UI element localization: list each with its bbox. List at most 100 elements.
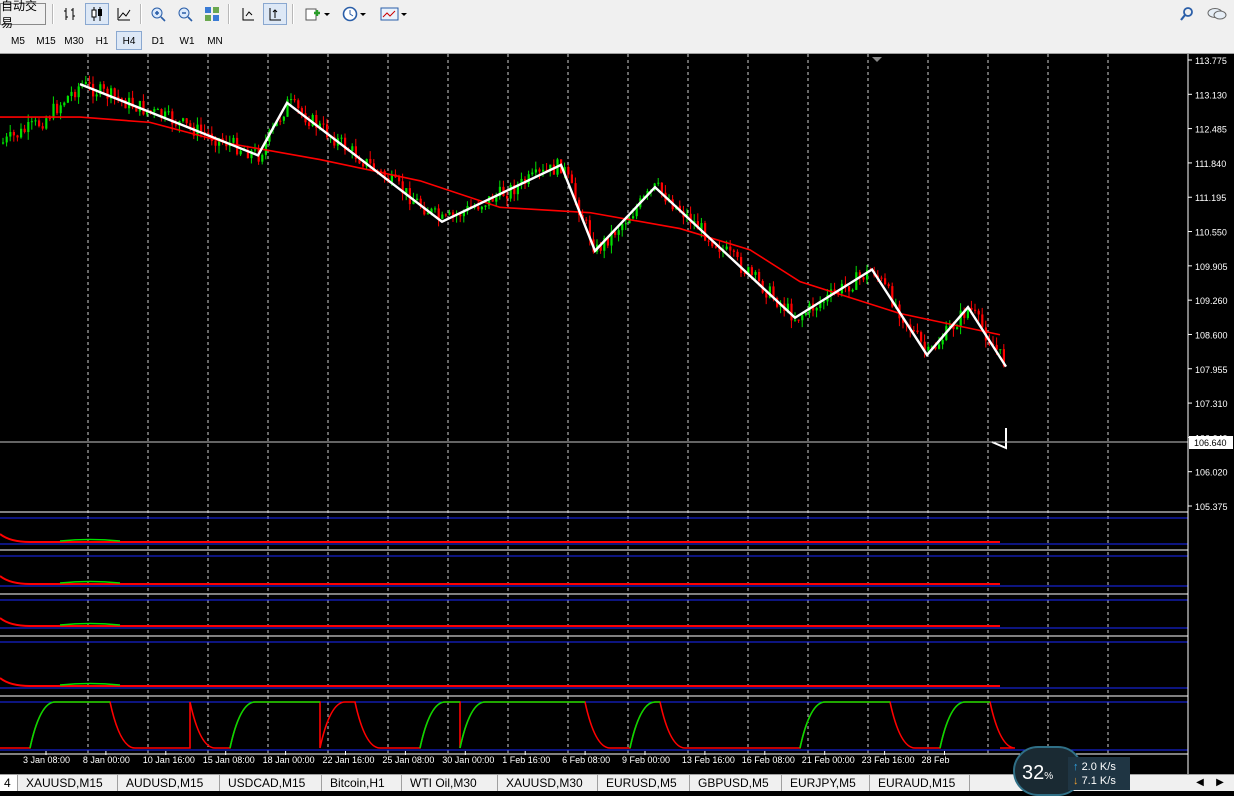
candle-body <box>279 120 282 122</box>
stochastic-signal <box>459 701 585 749</box>
candle-body <box>887 284 890 287</box>
zoom-in-button[interactable] <box>146 3 170 25</box>
add-indicator-button[interactable] <box>300 3 334 25</box>
line-chart-button[interactable] <box>112 3 136 25</box>
candle-body <box>282 116 285 121</box>
candle-body <box>815 307 818 311</box>
candle-body <box>135 107 138 112</box>
candle-body <box>916 330 919 333</box>
timeframe-mn[interactable]: MN <box>207 36 223 47</box>
candle-body <box>261 154 264 162</box>
candle-body <box>599 244 602 251</box>
candle-body <box>12 131 15 136</box>
candle-body <box>102 84 105 89</box>
candle-body <box>740 257 743 273</box>
candle-body <box>498 186 501 197</box>
candle-body <box>606 238 609 246</box>
tile-windows-button[interactable] <box>200 3 224 25</box>
candle-body <box>617 230 620 235</box>
candle-body <box>516 184 519 195</box>
candle-body <box>858 272 861 278</box>
candle-body <box>293 99 296 101</box>
candle-body <box>538 169 541 172</box>
templates-button[interactable] <box>376 3 412 25</box>
timeframe-m5[interactable]: M5 <box>11 36 25 47</box>
tab-4[interactable]: 4 <box>0 775 18 791</box>
tab-xauusd-m30[interactable]: XAUUSD,M30 <box>498 775 598 791</box>
price-tick-label: 113.130 <box>1195 90 1227 100</box>
tab-usdcad-m15[interactable]: USDCAD,M15 <box>220 775 322 791</box>
auto-trading-label: 自动交易 <box>1 0 38 30</box>
candle-body <box>358 158 361 164</box>
candle-body <box>567 167 570 175</box>
candle-body <box>797 319 800 321</box>
tabs-scroll-left[interactable]: ◀ <box>1196 777 1204 788</box>
tab-bitcoin-h1[interactable]: Bitcoin,H1 <box>322 775 402 791</box>
candle-body <box>441 214 444 219</box>
stochastic-signal <box>629 701 660 749</box>
candle-body <box>351 146 354 152</box>
timeframe-h4[interactable]: H4 <box>116 31 142 50</box>
candle-body <box>750 267 753 275</box>
timeframe-d1[interactable]: D1 <box>151 36 165 47</box>
candle-body <box>63 102 66 106</box>
timeframe-m15[interactable]: M15 <box>36 36 56 47</box>
tab-euraud-m15[interactable]: EURAUD,M15 <box>870 775 970 791</box>
price-tick-label: 109.905 <box>1195 262 1228 272</box>
tab-gbpusd-m5[interactable]: GBPUSD,M5 <box>690 775 782 791</box>
candle-body <box>963 310 966 318</box>
tab-eurjpy-m5[interactable]: EURJPY,M5 <box>782 775 870 791</box>
candle-body <box>326 124 329 138</box>
candlestick-button[interactable] <box>85 3 109 25</box>
tabs-scroll-right[interactable]: ▶ <box>1216 777 1224 788</box>
candle-body <box>286 99 289 117</box>
candle-body <box>995 344 998 350</box>
zoom-out-icon <box>178 7 193 22</box>
timeframe-m30[interactable]: M30 <box>64 36 84 47</box>
candle-body <box>264 141 267 155</box>
tab-audusd-m15[interactable]: AUDUSD,M15 <box>118 775 220 791</box>
candle-body <box>689 213 692 224</box>
candle-body <box>77 86 80 98</box>
tab-xauusd-m15[interactable]: XAUUSD,M15 <box>18 775 118 791</box>
candle-body <box>131 97 134 108</box>
autoscroll-button[interactable] <box>263 3 287 25</box>
candle-body <box>297 100 300 109</box>
tab-wti-oil-m30[interactable]: WTI Oil,M30 <box>402 775 498 791</box>
bar-chart-button[interactable] <box>58 3 82 25</box>
search-button[interactable] <box>1176 3 1198 25</box>
candle-body <box>250 150 253 159</box>
candle-body <box>851 289 854 292</box>
candle-body <box>657 182 660 184</box>
chart-shift-button[interactable] <box>236 3 260 25</box>
tab-eurusd-m5[interactable]: EURUSD,M5 <box>598 775 690 791</box>
time-tick-label: 25 Jan 08:00 <box>382 755 434 765</box>
candle-body <box>84 81 87 84</box>
chart-shift-icon <box>242 8 254 21</box>
candle-body <box>794 319 797 321</box>
timeframe-w1[interactable]: W1 <box>179 36 195 47</box>
zoom-out-button[interactable] <box>173 3 197 25</box>
price-chart[interactable]: 105-5.00105-5.00105-5.00105-5.00105-5.00… <box>0 54 1234 774</box>
time-tick-label: 18 Jan 00:00 <box>263 755 315 765</box>
candle-body <box>246 149 249 159</box>
price-tick-label: 113.775 <box>1195 56 1227 66</box>
candle-body <box>707 240 710 242</box>
candle-body <box>38 120 41 127</box>
candle-body <box>520 178 523 185</box>
chat-button[interactable] <box>1204 3 1230 25</box>
candle-body <box>862 277 865 280</box>
candle-body <box>99 84 102 95</box>
periods-button[interactable] <box>338 3 372 25</box>
price-axis: 113.775 113.130 112.485 111.840 111.195 110.5… <box>1188 56 1228 512</box>
candle-body <box>430 208 433 213</box>
toolbar-separator <box>292 4 294 24</box>
auto-trading-button[interactable]: 自动交易 <box>0 0 46 30</box>
candle-body <box>632 216 635 219</box>
cpu-percent-unit: % <box>1044 771 1054 782</box>
candle-body <box>912 330 915 332</box>
price-tick-label: 112.485 <box>1195 125 1227 135</box>
timeframe-h1[interactable]: H1 <box>95 36 109 47</box>
candle-body <box>164 111 167 119</box>
stochastic-signal <box>419 701 460 749</box>
